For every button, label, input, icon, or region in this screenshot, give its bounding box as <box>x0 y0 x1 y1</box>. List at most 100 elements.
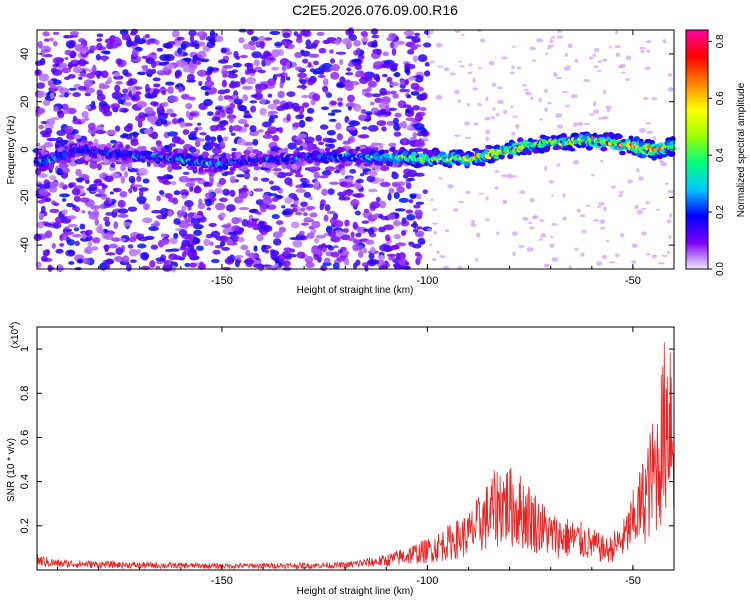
heatmap-cell <box>38 188 49 196</box>
heatmap-cell <box>381 73 388 78</box>
heatmap-cell <box>574 247 579 251</box>
heatmap-cell <box>219 241 226 247</box>
heatmap-cell <box>123 101 132 107</box>
heatmap-cell <box>278 226 287 233</box>
heatmap-cell <box>184 262 191 268</box>
heatmap-cell <box>516 66 522 69</box>
heatmap-cell <box>391 172 399 180</box>
heatmap-cell <box>163 262 171 270</box>
heatmap-cell <box>332 212 339 220</box>
heatmap-cell <box>553 72 558 77</box>
heatmap-cell <box>410 91 420 96</box>
heatmap-cell <box>294 51 303 59</box>
heatmap-cell <box>68 261 75 265</box>
heatmap-cell <box>107 76 113 85</box>
heatmap-cell <box>94 218 99 226</box>
heatmap-cell <box>373 146 380 151</box>
heatmap-cell <box>641 153 647 159</box>
heatmap-cell <box>362 247 368 254</box>
heatmap-cell <box>189 252 195 259</box>
heatmap-cell <box>251 218 260 222</box>
heatmap-cell <box>69 31 80 36</box>
heatmap-cell <box>181 205 187 211</box>
heatmap-cell <box>272 134 279 142</box>
heatmap-cell <box>410 44 422 48</box>
heatmap-cell <box>200 58 210 63</box>
heatmap-cell <box>195 140 201 148</box>
heatmap-cell <box>532 215 539 219</box>
heatmap-cell <box>214 35 224 43</box>
heatmap-cell <box>276 171 287 179</box>
heatmap-cell <box>136 233 145 240</box>
heatmap-cell <box>496 113 500 117</box>
heatmap-cell <box>494 170 500 173</box>
heatmap-cell <box>207 111 214 116</box>
heatmap-cell <box>514 124 520 129</box>
heatmap-cell <box>100 70 109 79</box>
heatmap-cell <box>74 206 81 213</box>
heatmap-cell <box>332 262 340 270</box>
heatmap-cell <box>298 230 305 236</box>
heatmap-cell <box>635 168 640 173</box>
heatmap-cell <box>350 128 358 137</box>
heatmap-cell <box>370 101 375 106</box>
heatmap-cell <box>206 207 211 211</box>
heatmap-cell <box>56 167 63 176</box>
heatmap-cell <box>328 230 336 238</box>
heatmap-cell <box>406 214 416 221</box>
heatmap-cell <box>300 201 308 208</box>
heatmap-cell <box>477 103 483 106</box>
heatmap-cell <box>369 201 381 209</box>
heatmap-cell <box>188 30 197 37</box>
heatmap-cell <box>511 231 518 237</box>
heatmap-cell <box>98 100 108 108</box>
colorbar-tick-label: 0.2 <box>715 205 726 219</box>
heatmap-cell <box>43 54 53 58</box>
heatmap-cell <box>324 90 329 96</box>
heatmap-cell <box>337 191 348 197</box>
heatmap-cell <box>98 82 106 90</box>
heatmap-cell <box>158 162 167 168</box>
heatmap-cell <box>371 34 380 39</box>
heatmap-cell <box>259 54 268 59</box>
heatmap-cell <box>521 83 527 87</box>
heatmap-cell <box>384 149 389 154</box>
heatmap-cell <box>151 68 157 74</box>
heatmap-cell <box>526 150 532 156</box>
heatmap-cell <box>237 118 248 125</box>
heatmap-cell <box>137 120 143 128</box>
heatmap-cell <box>576 121 584 126</box>
heatmap-cell <box>161 101 169 107</box>
heatmap-cell <box>419 106 427 112</box>
heatmap-cell <box>595 148 602 151</box>
heatmap-cell <box>284 177 293 186</box>
heatmap-cell <box>422 42 432 48</box>
heatmap-cell <box>314 180 320 188</box>
heatmap-cell <box>300 29 310 37</box>
heatmap-cell <box>387 192 392 201</box>
colorbar-frame <box>685 29 709 270</box>
heatmap-cell <box>166 108 174 115</box>
heatmap-cell <box>80 118 86 124</box>
heatmap-cell <box>379 178 385 182</box>
snr-scale-label-open: (x10 <box>10 328 21 348</box>
heatmap-cell <box>49 181 59 188</box>
heatmap-cell <box>225 107 234 115</box>
heatmap-cell <box>387 213 396 220</box>
heatmap-cell <box>46 137 58 142</box>
heatmap-cells <box>32 27 677 273</box>
heatmap-cell <box>54 216 66 224</box>
heatmap-cell <box>386 78 392 83</box>
heatmap-cell <box>393 117 399 125</box>
heatmap-cell <box>596 69 602 73</box>
heatmap-cell <box>126 80 135 87</box>
heatmap-cell <box>133 141 139 146</box>
heatmap-cell <box>436 250 440 255</box>
heatmap-cell <box>36 221 45 229</box>
heatmap-cell <box>551 257 559 262</box>
heatmap-cell <box>547 101 552 105</box>
heatmap-cell <box>360 37 369 43</box>
heatmap-cell <box>588 113 595 116</box>
heatmap-cell <box>228 231 237 236</box>
heatmap-cell <box>538 118 543 121</box>
